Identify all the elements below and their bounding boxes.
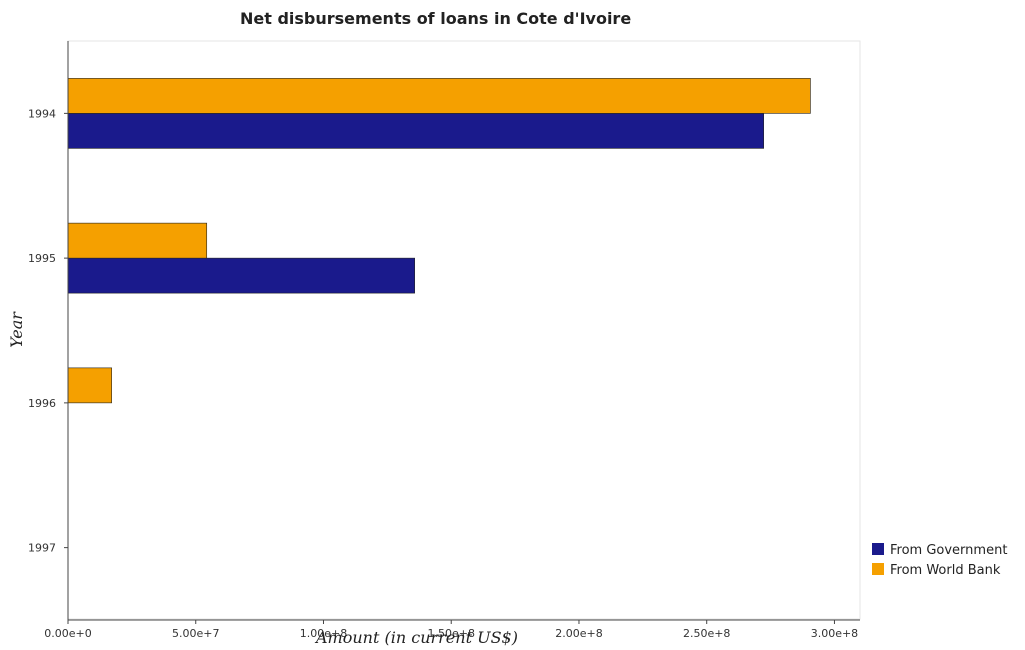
- legend-swatch-world-bank: [872, 563, 884, 575]
- y-tick-label: 1994: [28, 107, 56, 120]
- x-tick-label: 3.00e+8: [811, 627, 858, 640]
- x-axis-ticks: 0.00e+0 5.00e+7 1.00e+8 1.50e+8 2.00e+8 2.50e…: [44, 620, 858, 640]
- y-tick-label: 1996: [28, 397, 56, 410]
- legend-label-government: From Government: [890, 543, 1007, 558]
- x-axis-title: Amount (in current US$): [314, 628, 518, 647]
- bar-world-bank-1995: [67, 222, 208, 259]
- legend: From Government From World Bank: [872, 543, 1007, 578]
- x-tick-label: 5.00e+7: [172, 627, 219, 640]
- bars-layer: [67, 78, 811, 404]
- legend-label-world-bank: From World Bank: [890, 563, 1001, 578]
- y-tick-label: 1997: [28, 542, 56, 555]
- y-axis-title: Year: [7, 311, 26, 348]
- y-tick-label: 1995: [28, 252, 56, 265]
- x-tick-label: 1.50e+8: [427, 627, 474, 640]
- legend-swatch-government: [872, 543, 884, 555]
- x-tick-label: 1.00e+8: [300, 627, 347, 640]
- bar-world-bank-1994: [67, 78, 811, 114]
- bar-government-1995: [67, 257, 415, 294]
- x-tick-label: 2.50e+8: [683, 627, 730, 640]
- chart-title: Net disbursements of loans in Cote d'Ivo…: [240, 9, 631, 28]
- y-axis-ticks: 1994 1995 1996 1997: [28, 107, 68, 555]
- x-tick-label: 0.00e+0: [44, 627, 91, 640]
- x-tick-label: 2.00e+8: [555, 627, 602, 640]
- bar-government-1994: [67, 113, 764, 149]
- bar-world-bank-1996: [67, 367, 112, 404]
